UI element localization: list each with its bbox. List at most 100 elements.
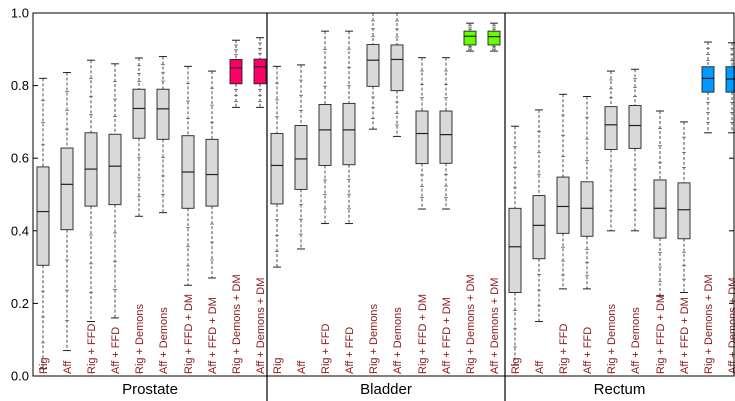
box-iqr [415,110,429,165]
outliers [137,65,141,198]
panel-label: Prostate [122,381,178,398]
panel-label: Rectum [594,381,646,398]
x-tick-label: Rig [510,357,522,374]
box-iqr [463,30,477,46]
x-tick-label: Rig [272,357,284,374]
y-axis: 0.0 0.2 0.4 0.6 0.8 1.0 [11,6,734,384]
outliers [234,44,238,102]
outliers [275,82,279,252]
outliers [706,47,710,123]
outliers [258,42,262,102]
outliers [161,64,165,195]
y-tick-label: 0.0 [11,369,29,384]
box-iqr [366,44,380,87]
outliers [186,83,190,267]
box-prostate-rig-ffd: Rig + FFD [84,59,98,374]
box-rectum-rig-demons-dm: Rig + Demons + DM [701,41,715,374]
box-iqr [342,102,356,166]
box-prostate-rig-ffd-dm: Rig + FFD + DM [181,65,195,374]
x-tick-label: Rig + Demons + DM [231,274,243,374]
x-tick-label: Aff + Demons [158,307,170,374]
panel-label: Bladder [360,381,412,398]
box-iqr [556,176,570,234]
x-tick-label: Rig + FFD [558,324,570,374]
box-prostate-aff-ffd-dm: Aff + FFD + DM [205,70,219,374]
box-iqr [532,195,546,260]
outliers [299,79,303,235]
y-tick-label: 0.4 [11,223,29,238]
outliers [113,81,117,290]
x-tick-label: Aff [296,360,308,374]
x-tick-label: Rig + FFD [86,324,98,374]
x-tick-label: Aff + Demons + DM [255,278,267,374]
box-prostate-rig-demons: Rig + Demons [132,57,146,374]
outliers [585,117,589,277]
x-tick-label: Rig + FFD + DM [417,294,429,374]
x-tick-label: Rig + Demons + DM [703,274,715,374]
box-iqr [205,138,219,207]
box-iqr [701,66,715,93]
box-iqr [60,147,74,231]
outliers [730,48,734,123]
box-iqr [253,58,267,85]
box-rectum-rig-ffd-dm: Rig + FFD + DM [653,110,667,374]
box-prostate-aff: Aff [60,72,74,374]
outliers [371,20,375,119]
outliers [468,24,472,50]
panel-rectum: Rig Aff Rig + FFD Aff + FFD Rig + Demons Aff … [508,41,735,398]
x-tick-label: Aff + Demons [392,307,404,374]
outliers [658,127,662,282]
box-rectum-aff-demons: Aff + Demons [628,68,642,374]
box-bladder-aff-ffd-dm: Aff + FFD + DM [439,57,453,374]
box-bladder-rig: Rig [270,65,284,374]
box-rectum-rig-demons: Rig + Demons [604,70,618,374]
outliers [210,87,214,261]
box-iqr [294,125,308,190]
box-iqr [439,110,453,164]
box-iqr [108,133,122,206]
outliers [323,49,327,210]
box-prostate-aff-demons: Aff + Demons [156,56,170,374]
box-iqr [390,44,404,92]
panels: Rig Aff Rig + FFD Aff + FFD Rig + Demons Aff … [36,12,735,398]
y-tick-label: 1.0 [11,6,29,21]
x-tick-label: Aff + FFD [582,327,594,374]
box-prostate-aff-ffd: Aff + FFD [108,63,122,374]
box-bladder-aff-ffd: Aff + FFD [342,30,356,374]
outliers [633,77,637,211]
x-tick-label: Aff + FFD + DM [679,297,691,374]
box-bladder-rig-demons-dm: Rig + Demons + DM [463,22,477,374]
box-prostate-rig-demons-dm: Rig + Demons + DM [229,39,243,374]
box-iqr [270,133,284,205]
box-bladder-aff-demons-dm: Aff + Demons + DM [487,22,501,374]
box-rectum-aff-ffd: Aff + FFD [580,95,594,374]
x-tick-label: Rig [38,357,50,374]
x-tick-label: Rig + Demons [606,303,618,374]
box-rectum-rig: Rig [508,125,522,374]
x-tick-label: Aff + Demons [630,307,642,374]
outliers [347,48,351,210]
box-bladder-aff-demons: Aff + Demons [390,12,404,374]
box-rectum-rig-ffd: Rig + FFD [556,93,570,374]
box-iqr [653,179,667,239]
x-tick-label: Rig + FFD [320,324,332,374]
plot-border [32,12,735,377]
box-rectum-aff: Aff [532,109,546,374]
outliers [561,114,565,276]
box-bladder-aff: Aff [294,64,308,374]
y-tick-label: 0.8 [11,78,29,93]
outliers [420,70,424,199]
box-iqr [156,88,170,140]
box-prostate-aff-demons-dm: Aff + Demons + DM [253,37,267,374]
box-iqr [487,30,501,46]
x-tick-label: Rig + Demons + DM [465,274,477,374]
outliers [682,136,686,280]
x-tick-label: Rig + Demons [134,303,146,374]
x-tick-label: Aff + FFD [110,327,122,374]
box-rectum-aff-demons-dm: Aff + Demons + DM [725,42,735,374]
outliers [537,130,541,307]
box-bladder-rig-demons: Rig + Demons [366,12,380,374]
box-iqr [628,105,642,149]
x-tick-label: Rig + Demons [368,303,380,374]
